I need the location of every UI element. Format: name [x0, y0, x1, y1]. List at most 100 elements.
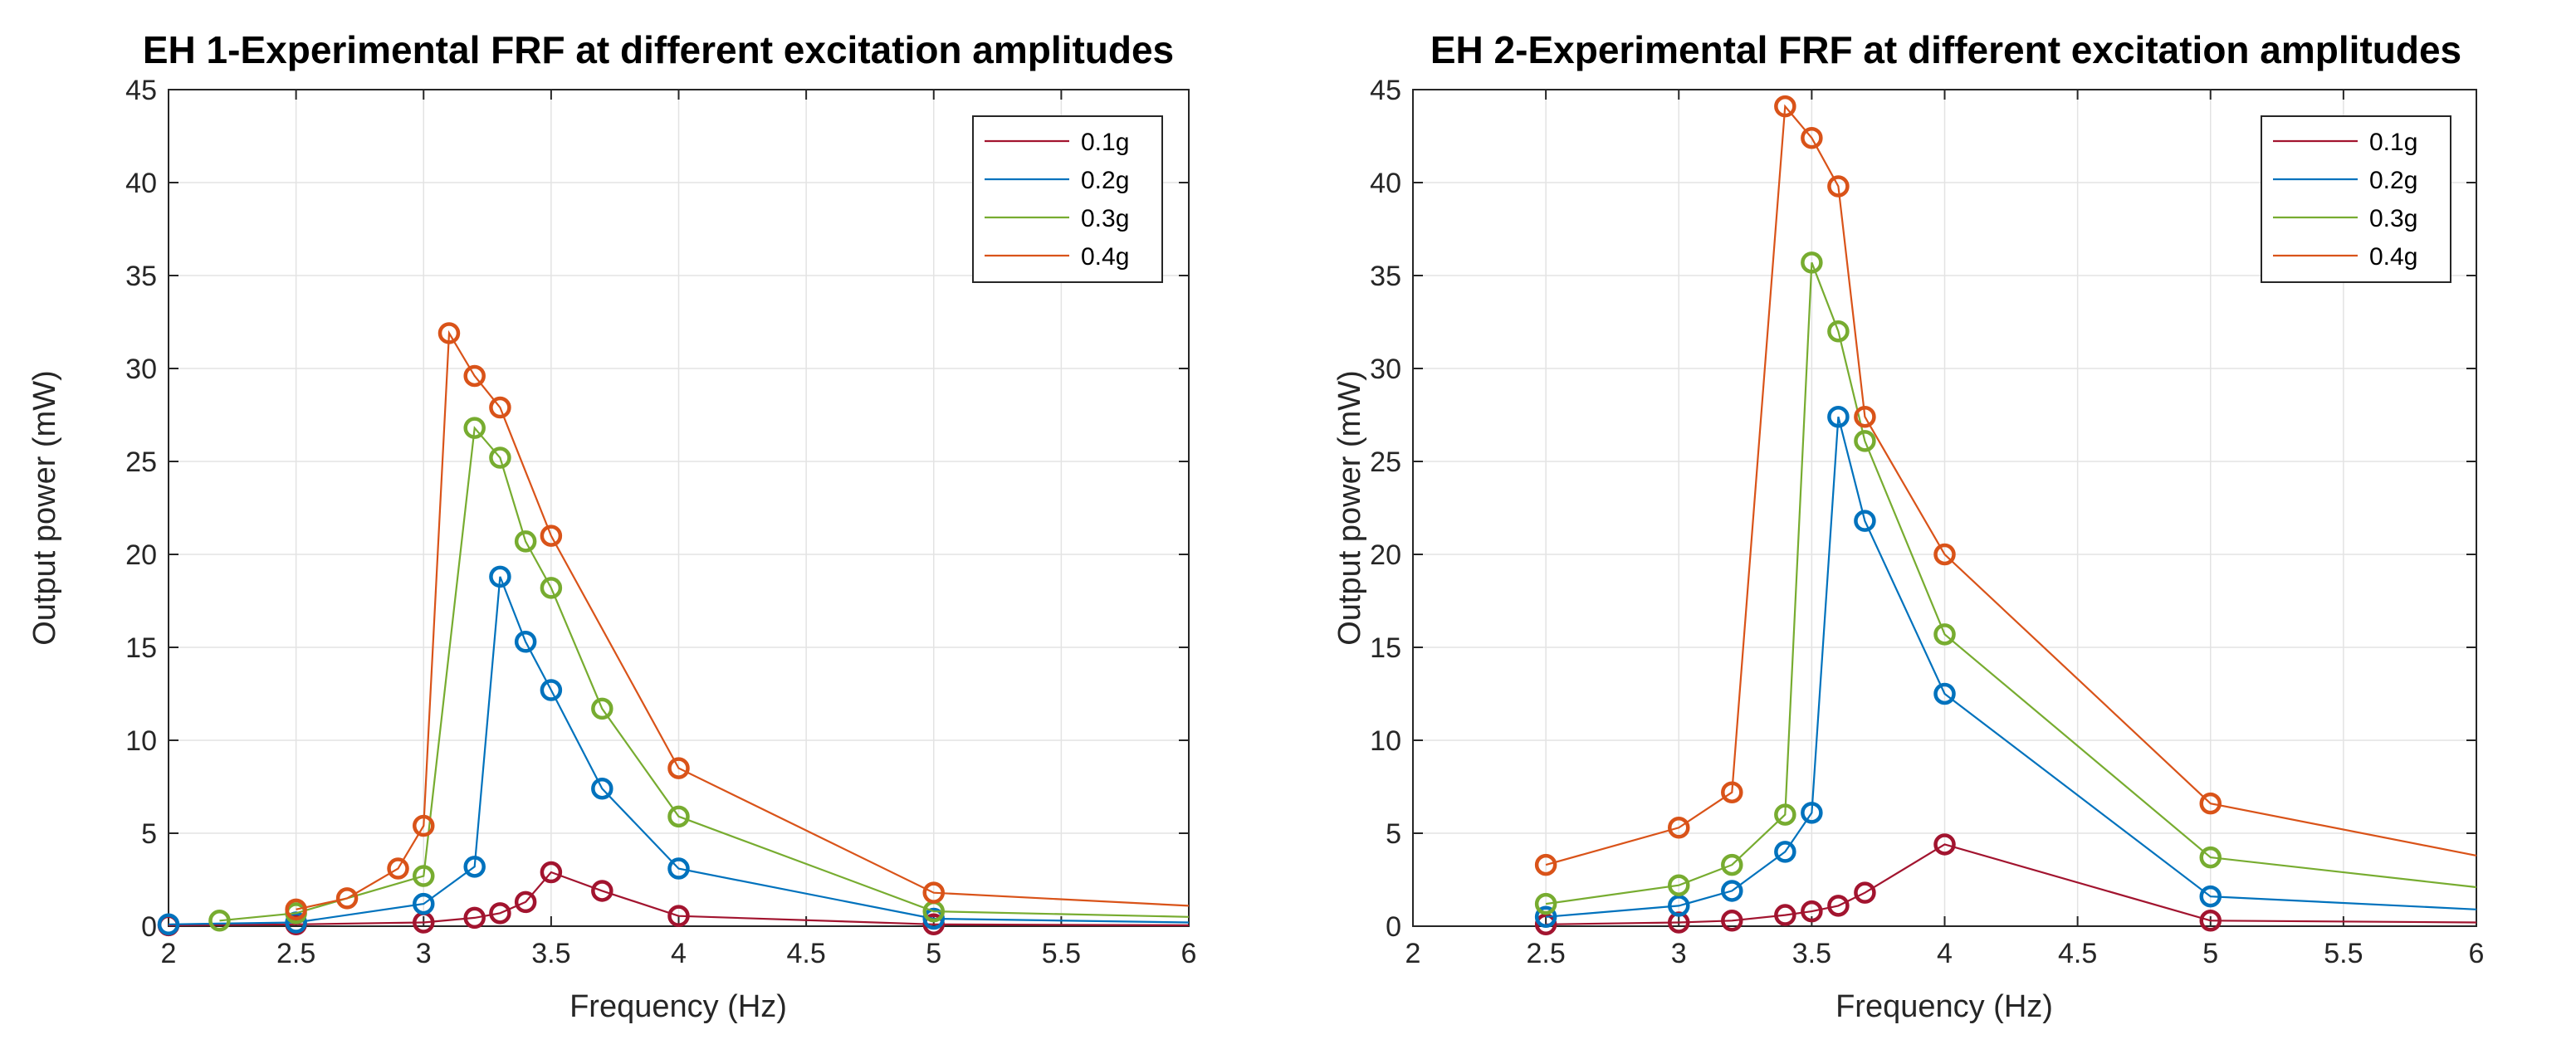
series-line: [1545, 261, 2477, 905]
legend-label: 0.4g: [2369, 243, 2417, 271]
legend-box: [972, 115, 1163, 283]
data-point: [2199, 846, 2222, 869]
data-point: [667, 857, 690, 880]
data-point: [1721, 853, 1743, 876]
data-point: [922, 907, 945, 930]
y-tick-label: 5: [1386, 818, 1401, 850]
chart-2: 2 2.5 3 3.5 4 4.5 5 5.5 6 0 5 10 15 20 25 30 35 40 45 EH 2-…: [1332, 28, 2484, 1024]
x-tick-label: 4.5: [786, 938, 825, 969]
chart-title: EH 1-Experimental FRF at different excit…: [143, 28, 1174, 71]
data-point: [1774, 803, 1796, 826]
data-point: [157, 913, 180, 936]
data-point: [1774, 95, 1796, 118]
series-line: [296, 329, 1190, 910]
data-point: [922, 881, 945, 904]
legend: 0.1g 0.2g 0.3g 0.4g: [2261, 115, 2451, 283]
data-point: [2199, 885, 2222, 908]
data-point: [437, 322, 461, 344]
x-tick-label: 6: [2469, 938, 2485, 969]
data-point: [514, 631, 537, 653]
data-point: [1774, 904, 1796, 926]
data-point: [1854, 430, 1876, 452]
data-point: [1721, 880, 1743, 902]
legend-label: 0.3g: [1081, 205, 1129, 232]
data-point: [1534, 913, 1557, 936]
y-tick-label: 15: [125, 632, 157, 664]
data-point: [413, 865, 435, 887]
y-tick-label: 45: [1370, 75, 1401, 106]
y-tick-label: 40: [1370, 168, 1401, 199]
y-axis-label: Output power (mW): [27, 370, 62, 646]
data-point: [1933, 682, 1956, 705]
data-point: [1827, 175, 1850, 198]
data-point: [540, 679, 563, 701]
data-point: [591, 777, 613, 800]
data-point: [1933, 623, 1956, 646]
x-tick-label: 5.5: [1042, 938, 1081, 969]
data-point: [463, 417, 486, 439]
data-point: [1801, 802, 1823, 824]
legend-label: 0.3g: [2369, 205, 2417, 232]
data-point: [1534, 905, 1557, 929]
data-point: [667, 757, 690, 779]
x-tick-label: 4: [671, 938, 687, 969]
data-point: [514, 891, 537, 914]
chart-title: EH 2-Experimental FRF at different excit…: [1430, 28, 2461, 71]
x-tick-label: 3: [1671, 938, 1687, 969]
data-point: [540, 525, 563, 547]
y-tick-label: 35: [1370, 261, 1401, 292]
data-point: [667, 805, 690, 828]
x-tick-label: 5: [926, 938, 941, 969]
x-tick-label: 2.5: [1526, 938, 1565, 969]
x-tick-label: 4.5: [2058, 938, 2097, 969]
data-point: [1668, 895, 1690, 917]
data-point: [463, 364, 486, 388]
series-0.2g: [157, 565, 1190, 936]
y-tick-label: 30: [125, 354, 157, 385]
y-tick-label: 25: [125, 446, 157, 478]
y-tick-label: 0: [141, 911, 157, 943]
series-line: [219, 426, 1190, 922]
data-point: [335, 887, 359, 910]
x-tick-label: 2: [161, 938, 177, 969]
data-point: [413, 814, 435, 837]
legend: 0.1g 0.2g 0.3g 0.4g: [972, 115, 1163, 283]
x-tick-label: 5: [2202, 938, 2218, 969]
legend-label: 0.2g: [1081, 167, 1129, 194]
chart-1: 2 2.5 3 3.5 4 4.5 5 5.5 6 0 5 10 15 20 25 30 35 40 45 EH 1-…: [27, 28, 1196, 1024]
data-point: [463, 906, 486, 930]
x-tick-label: 2: [1405, 938, 1421, 969]
y-tick-label: 15: [1370, 632, 1401, 664]
data-point: [1534, 892, 1557, 915]
series-line: [168, 576, 1190, 925]
data-point: [1801, 126, 1823, 149]
data-point: [514, 530, 537, 553]
series-0.2g: [1534, 405, 2477, 929]
data-point: [1854, 510, 1876, 532]
data-point: [413, 892, 435, 915]
series-line: [1545, 104, 2477, 866]
data-point: [1801, 900, 1823, 923]
y-tick-label: 20: [1370, 539, 1401, 571]
y-tick-label: 45: [125, 75, 157, 106]
data-point: [489, 565, 511, 588]
data-point: [463, 856, 486, 878]
x-tick-label: 4: [1937, 938, 1953, 969]
data-point: [591, 880, 613, 902]
data-point: [1721, 910, 1743, 932]
data-point: [1801, 251, 1823, 274]
y-tick-label: 35: [125, 261, 157, 292]
data-point: [1668, 874, 1690, 896]
data-point: [1933, 833, 1956, 856]
series-0.4g: [1534, 95, 2477, 876]
data-point: [1854, 405, 1876, 428]
data-point: [2199, 910, 2222, 932]
data-point: [1827, 405, 1850, 428]
y-tick-label: 5: [141, 818, 157, 850]
y-tick-label: 10: [125, 725, 157, 757]
series-0.4g: [285, 322, 1190, 921]
data-point: [489, 396, 511, 419]
data-point: [1827, 895, 1850, 917]
data-point: [667, 905, 690, 927]
